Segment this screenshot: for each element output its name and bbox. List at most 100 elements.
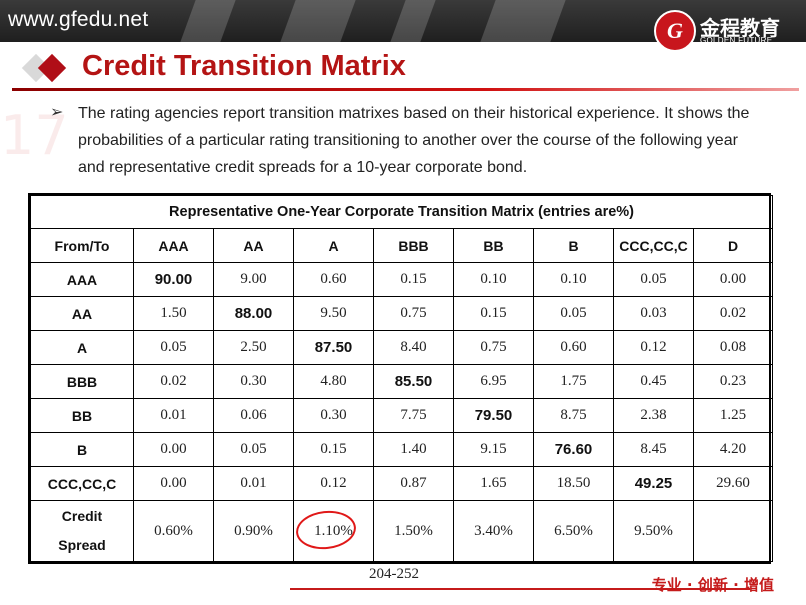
table-cell: 7.75 [373, 398, 454, 433]
table-cell: 0.12 [613, 330, 694, 365]
table-cell: 0.06 [213, 398, 294, 433]
diagonal-cell: 49.25 [613, 466, 694, 501]
table-row: A 0.05 2.50 87.50 8.40 0.75 0.60 0.12 0.08 [30, 330, 774, 365]
diagonal-cell: 76.60 [533, 432, 614, 467]
table-cell: 2.38 [613, 398, 694, 433]
table-cell: 0.15 [453, 296, 534, 331]
table-caption: Representative One-Year Corporate Transi… [29, 195, 774, 229]
credit-spread-cell: 9.50% [613, 500, 694, 562]
row-header: AA [30, 296, 134, 331]
table-cell: 0.02 [133, 364, 214, 399]
table-cell: 0.05 [133, 330, 214, 365]
table-cell: 0.23 [692, 364, 774, 399]
credit-spread-cell: 1.10% [293, 500, 374, 562]
transition-matrix-table: Representative One-Year Corporate Transi… [28, 193, 774, 564]
credit-spread-cell [692, 500, 774, 562]
column-header: BBB [373, 228, 454, 263]
table-cell: 0.45 [613, 364, 694, 399]
highlighted-spread-value: 1.10% [314, 522, 353, 539]
table-cell: 0.08 [692, 330, 774, 365]
table-cell: 18.50 [533, 466, 614, 501]
credit-spread-cell: 6.50% [533, 500, 614, 562]
table-cell: 9.15 [453, 432, 534, 467]
table-cell: 0.15 [293, 432, 374, 467]
slide-title: Credit Transition Matrix [82, 50, 406, 82]
table-cell: 1.75 [533, 364, 614, 399]
table-cell: 0.30 [213, 364, 294, 399]
title-diamond-accent-icon [37, 53, 67, 83]
diagonal-cell: 87.50 [293, 330, 374, 365]
row-header: AAA [30, 262, 134, 297]
highlight-circle [294, 507, 358, 553]
brand-logo: G 金程教育 GOLDEN FUTURE [654, 10, 784, 54]
table-cell: 0.03 [613, 296, 694, 331]
table-cell: 29.60 [692, 466, 774, 501]
table-cell: 8.75 [533, 398, 614, 433]
diagonal-cell: 88.00 [213, 296, 294, 331]
table-row: BBB 0.02 0.30 4.80 85.50 6.95 1.75 0.45 0.23 [30, 364, 774, 399]
diagonal-cell: 90.00 [133, 262, 214, 297]
table-row: B 0.00 0.05 0.15 1.40 9.15 76.60 8.45 4.20 [30, 432, 774, 467]
table-cell: 0.00 [133, 432, 214, 467]
credit-spread-cell: 0.90% [213, 500, 294, 562]
row-header: B [30, 432, 134, 467]
table-cell: 0.01 [213, 466, 294, 501]
credit-spread-label-line2: Spread [58, 537, 106, 553]
table-cell: 0.30 [293, 398, 374, 433]
row-header: A [30, 330, 134, 365]
table-cell: 2.50 [213, 330, 294, 365]
bullet-paragraph: The rating agencies report transition ma… [78, 105, 750, 176]
credit-spread-label: Credit Spread [30, 500, 134, 562]
column-header: CCC,CC,C [613, 228, 694, 263]
header-bar: www.gfedu.net G 金程教育 GOLDEN FUTURE [0, 0, 806, 52]
logo-emblem-icon: G [654, 10, 696, 52]
credit-spread-cell: 1.50% [373, 500, 454, 562]
table-cell: 4.80 [293, 364, 374, 399]
table-cell: 0.12 [293, 466, 374, 501]
footer-slogan: 专业 · 创新 · 增值 [651, 576, 774, 594]
diagonal-cell: 85.50 [373, 364, 454, 399]
table-cell: 1.25 [692, 398, 774, 433]
credit-spread-cell: 3.40% [453, 500, 534, 562]
table-cell: 0.75 [373, 296, 454, 331]
table-cell: 0.05 [213, 432, 294, 467]
site-url[interactable]: www.gfedu.net [8, 8, 149, 31]
column-header: AA [213, 228, 294, 263]
table-row: AA 1.50 88.00 9.50 0.75 0.15 0.05 0.03 0.02 [30, 296, 774, 331]
footer-rule [290, 588, 750, 590]
credit-spread-row: Credit Spread 0.60% 0.90% 1.10% 1.50% 3.40% 6.5… [30, 500, 774, 562]
diagonal-cell: 79.50 [453, 398, 534, 433]
title-underline [12, 88, 799, 91]
table-cell: 1.50 [133, 296, 214, 331]
table-cell: 0.75 [453, 330, 534, 365]
column-header: B [533, 228, 614, 263]
table-cell: 6.95 [453, 364, 534, 399]
bullet-arrow-icon: ➢ [50, 104, 64, 121]
credit-spread-label-line1: Credit [61, 508, 103, 524]
table-cell: 4.20 [692, 432, 774, 467]
table-cell: 0.05 [533, 296, 614, 331]
table-cell: 0.10 [533, 262, 614, 297]
corner-header: From/To [30, 228, 134, 263]
table-cell: 0.01 [133, 398, 214, 433]
table-cell: 1.65 [453, 466, 534, 501]
table-row: AAA 90.00 9.00 0.60 0.15 0.10 0.10 0.05 0.00 [30, 262, 774, 297]
table-row: CCC,CC,C 0.00 0.01 0.12 0.87 1.65 18.50 49.25 29… [30, 466, 774, 501]
column-header: A [293, 228, 374, 263]
table-cell: 0.10 [453, 262, 534, 297]
table-cell: 0.05 [613, 262, 694, 297]
logo-chinese-name: 金程教育 [700, 16, 780, 40]
row-header: BBB [30, 364, 134, 399]
table-cell: 0.02 [692, 296, 774, 331]
watermark: 17 [0, 104, 69, 167]
table-cell: 0.87 [373, 466, 454, 501]
logo-english-name: GOLDEN FUTURE [700, 36, 773, 45]
table-cell: 0.15 [373, 262, 454, 297]
table-row: BB 0.01 0.06 0.30 7.75 79.50 8.75 2.38 1.25 [30, 398, 774, 433]
table-cell: 0.00 [133, 466, 214, 501]
table-cell: 0.60 [293, 262, 374, 297]
table-cell: 0.60 [533, 330, 614, 365]
table-cell: 8.45 [613, 432, 694, 467]
column-header: AAA [133, 228, 214, 263]
page-number: 204-252 [369, 566, 419, 582]
